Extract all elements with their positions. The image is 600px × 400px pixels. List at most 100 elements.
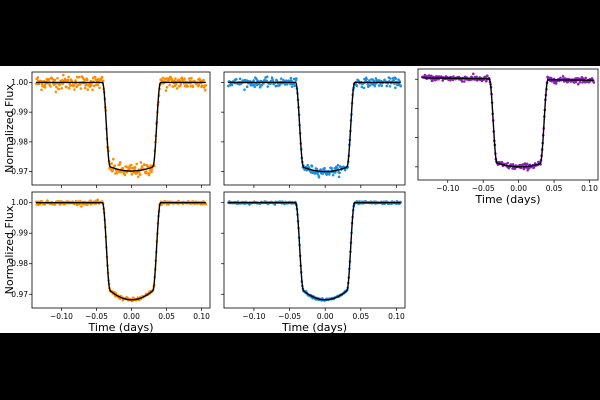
data-point [173,79,176,83]
axes-frame [31,71,211,186]
data-points [34,198,208,303]
data-point [279,77,283,80]
x-tick-label: −0.05 [472,184,495,193]
x-tick-label: −0.10 [242,312,265,321]
data-point [174,83,178,86]
data-point [178,84,182,87]
data-point [258,85,262,89]
data-point [389,77,392,80]
data-point [380,84,384,88]
data-point [186,85,190,88]
data-point [160,78,163,82]
data-point [135,162,138,166]
x-tick-label: −0.10 [50,312,73,321]
data-point [133,165,137,169]
data-point [230,83,234,87]
data-points [420,72,596,172]
data-point [315,167,319,171]
y-tick-label: 1.00 [11,198,28,207]
x-tick-label: 0.05 [546,184,563,193]
y-tick-label: 1.00 [11,78,28,87]
data-point [136,175,140,179]
y-tick-label: 0.99 [11,108,28,117]
data-point [183,77,186,80]
data-point [513,167,517,171]
data-point [385,84,388,88]
x-tick-label: 0.00 [317,312,334,321]
data-point [255,77,258,81]
data-point [460,80,464,83]
data-point [121,166,125,170]
data-point [76,83,80,87]
data-point [96,83,100,87]
data-point [197,83,201,87]
data-point [289,82,292,86]
data-point [394,86,397,90]
data-point [133,168,136,171]
data-point [49,85,52,88]
data-point [373,84,377,88]
data-point [123,173,127,177]
data-point [67,75,70,79]
x-tick-label: 0.00 [510,184,527,193]
data-point [139,173,142,176]
data-point [260,83,264,87]
data-point [472,72,475,76]
data-point [149,164,152,167]
data-point [51,77,54,81]
x-tick-label: −0.05 [85,312,108,321]
data-point [200,84,204,87]
model-line [228,81,401,173]
data-point [306,163,310,167]
data-point [174,77,177,80]
data-point [258,83,261,86]
data-point [337,175,341,179]
data-point [427,74,431,77]
data-point [368,79,371,82]
data-point [83,86,87,90]
plot-area [34,73,208,179]
data-point [253,85,257,89]
data-point [289,76,293,80]
data-point [190,76,193,80]
panel-top-middle [221,71,406,188]
model-line [422,77,594,168]
data-point [62,73,65,77]
data-point [72,84,76,87]
data-point [525,162,529,166]
data-point [204,202,208,206]
panel-bottom-left: 0.97 0.98 0.99 1.00 −0.10 −0.05 0.00 0.05 0.10 No… [3,191,211,333]
x-axis-label: Time (days) [281,321,347,333]
data-point [392,79,396,82]
data-point [290,79,293,82]
data-point [333,167,337,170]
data-point [143,163,146,167]
data-point [110,162,113,165]
axes-frame [417,68,599,181]
letterbox-bottom [0,333,600,400]
x-tick-label: −0.10 [436,184,459,193]
data-point [182,79,185,82]
x-tick-label: 0.00 [123,312,140,321]
data-point [150,170,153,174]
data-point [592,81,596,84]
model-line [36,201,206,301]
data-point [139,161,143,164]
data-points [34,73,208,179]
plot-area [226,75,403,179]
data-point [148,172,151,175]
letterbox-top [0,0,600,66]
model-line [228,201,401,301]
data-point [171,85,175,88]
data-point [178,79,182,83]
data-point [484,79,488,83]
x-tick-label: 0.05 [352,312,369,321]
data-point [47,78,51,81]
data-point [462,80,466,83]
data-point [83,78,86,82]
data-point [295,77,298,80]
data-point [40,82,44,86]
data-point [86,88,90,91]
